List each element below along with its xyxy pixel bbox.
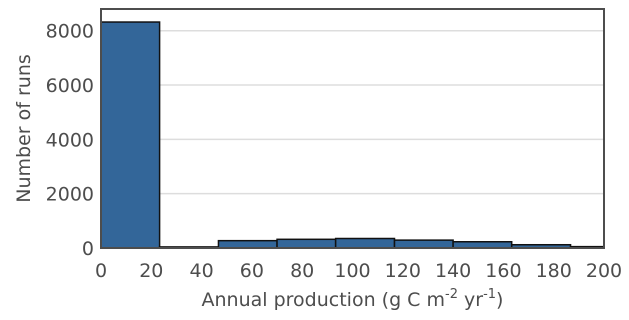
x-tick-label: 140: [435, 260, 471, 282]
histogram-bar-5: [393, 239, 454, 248]
y-tick-label: 6000: [46, 75, 94, 97]
y-tick-label: 0: [82, 238, 94, 260]
bars: [101, 21, 604, 248]
gridlines: [101, 29, 604, 195]
x-tick-label: 60: [240, 260, 264, 282]
x-tick-label: 180: [536, 260, 572, 282]
x-tick-label: 160: [485, 260, 521, 282]
x-tick-label: 0: [95, 260, 107, 282]
x-tick-label: 20: [139, 260, 163, 282]
x-axis-label-superscript: -1: [483, 287, 496, 302]
x-tick-label: 100: [334, 260, 370, 282]
x-axis-label-part: Annual production (g C m: [202, 289, 445, 311]
x-axis-label-part: ): [496, 289, 503, 311]
y-tick-label: 4000: [46, 129, 94, 151]
x-axis-label-superscript: -2: [445, 287, 458, 302]
plot-frame: [100, 8, 605, 249]
x-tick-label: 200: [586, 260, 622, 282]
x-tick-label: 120: [385, 260, 421, 282]
x-tick-label: 40: [190, 260, 214, 282]
histogram-bar-4: [334, 237, 396, 248]
histogram-bar-0: [101, 21, 161, 248]
y-tick-label: 2000: [46, 184, 94, 206]
ticks: 0 20 40 60 80 100 120 140 160 180 2000200040006000…: [46, 21, 622, 282]
x-axis-label: Annual production (g C m-2 yr-1): [202, 287, 504, 311]
y-tick-label: 8000: [46, 21, 94, 43]
histogram-bar-3: [276, 238, 337, 248]
histogram-bar-2: [217, 239, 278, 248]
x-tick-label: 80: [290, 260, 314, 282]
x-axis-label-part: yr: [458, 289, 483, 311]
y-axis-label: Number of runs: [13, 54, 35, 203]
